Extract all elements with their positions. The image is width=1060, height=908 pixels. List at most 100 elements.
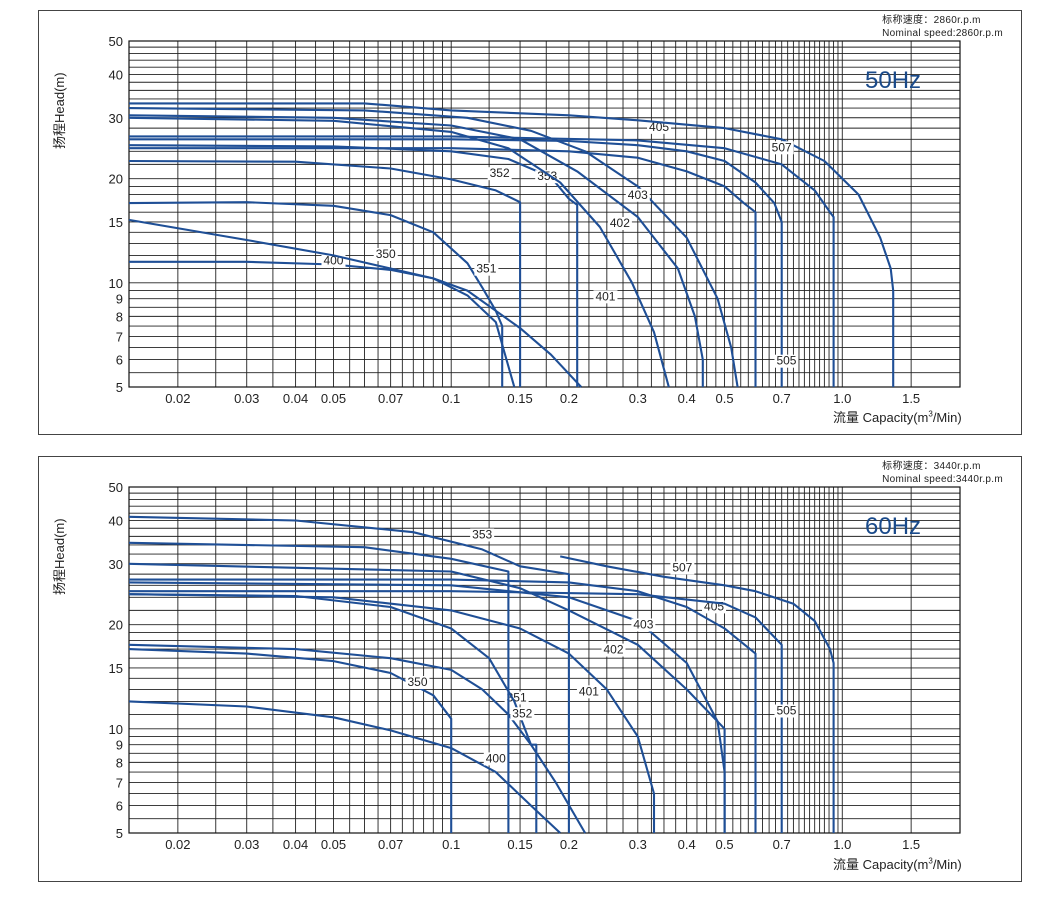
x-tick-label-50hz: 0.03: [234, 391, 259, 406]
series-label-60hz-400: 400: [486, 751, 506, 765]
series-label-bg-50hz-353: [535, 170, 560, 184]
series-line-60hz-352: [128, 593, 538, 833]
series-label-60hz-401: 401: [579, 684, 599, 698]
series-label-60hz-350: 350: [407, 675, 427, 689]
series-label-bg-60hz-401: [576, 685, 601, 699]
series-label-60hz-353: 353: [472, 527, 492, 541]
y-tick-label-50hz: 8: [116, 309, 123, 324]
series-label-bg-60hz-402: [601, 643, 626, 657]
series-label-bg-60hz-403: [631, 618, 656, 632]
series-line-50hz-507: [129, 102, 895, 387]
frequency-badge-50hz: 50Hz: [865, 67, 922, 94]
x-axis-label-tail-50hz: /Min): [932, 410, 962, 425]
y-axis-label-50hz: 扬程Head(m): [52, 72, 67, 149]
x-tick-label-50hz: 0.3: [629, 391, 647, 406]
x-tick-label-50hz: 0.2: [560, 391, 578, 406]
y-tick-label-60hz: 5: [116, 826, 123, 841]
series-label-bg-60hz-352: [510, 707, 535, 721]
series-label-bg-60hz-400: [483, 752, 508, 766]
plot-frame-50hz: [128, 40, 961, 388]
series-line-50hz-405: [129, 147, 757, 387]
series-line-50hz-352: [128, 159, 522, 387]
series-line-50hz-403: [128, 107, 739, 388]
y-tick-label-50hz: 6: [116, 353, 123, 368]
x-tick-label-50hz: 1.5: [902, 391, 920, 406]
x-tick-label-50hz: 0.1: [442, 391, 460, 406]
series-label-50hz-507: 507: [772, 140, 792, 154]
series-line-50hz-402: [128, 114, 704, 387]
y-tick-label-60hz: 9: [116, 738, 123, 753]
y-tick-label-60hz: 40: [109, 514, 123, 529]
series-label-60hz-505: 505: [776, 704, 796, 718]
x-tick-label-60hz: 0.07: [378, 837, 403, 852]
x-tick-label-60hz: 0.2: [560, 837, 578, 852]
x-axis-label-tail-60hz: /Min): [932, 857, 962, 872]
x-axis-label-main-60hz: 流量 Capacity(m: [833, 857, 929, 872]
series-label-bg-50hz-401: [593, 290, 618, 304]
series-label-60hz-352: 352: [512, 706, 532, 720]
series-label-bg-60hz-353: [470, 528, 495, 542]
series-label-50hz-505: 505: [776, 354, 796, 368]
y-tick-label-50hz: 7: [116, 329, 123, 344]
x-tick-label-60hz: 0.03: [234, 837, 259, 852]
x-tick-label-60hz: 0.04: [283, 837, 308, 852]
series-line-60hz-402: [128, 541, 510, 833]
series-label-bg-50hz-505: [774, 354, 799, 368]
speed-cn-50hz: 标称速度：2860r.p.m: [882, 15, 981, 26]
series-line-50hz-unlabeled-10: [129, 135, 835, 387]
series-label-60hz-351: 351: [507, 690, 527, 704]
y-tick-label-50hz: 40: [109, 68, 123, 83]
series-label-60hz-403: 403: [633, 617, 653, 631]
series-line-60hz-403: [128, 581, 726, 833]
x-tick-label-60hz: 1.0: [833, 837, 851, 852]
series-line-60hz-405: [129, 578, 757, 833]
series-label-50hz-350: 350: [376, 247, 396, 261]
x-tick-label-60hz: 0.4: [678, 837, 696, 852]
series-line-60hz-unlabeled-7: [128, 562, 726, 833]
series-label-bg-50hz-402: [607, 217, 632, 231]
speed-note-50hz: 标称速度：2860r.p.m Nominal speed:2860r.p.m: [882, 14, 1003, 40]
chart-50hz-svg: 0.02 0.03 0.04 0.05 0.07 0.1 0.15 0.2 0.3 0.4 0.5 0…: [109, 34, 961, 406]
series-label-50hz-403: 403: [628, 188, 648, 202]
series-label-bg-60hz-507: [670, 561, 695, 575]
series-label-bg-50hz-403: [625, 188, 650, 202]
frequency-badge-60hz: 60Hz: [865, 513, 922, 540]
x-axis-label-sup-60hz: 3: [928, 856, 933, 866]
x-tick-label-50hz: 0.5: [716, 391, 734, 406]
x-tick-label-50hz: 1.0: [833, 391, 851, 406]
series-label-bg-50hz-352: [487, 167, 512, 181]
x-tick-label-50hz: 0.4: [678, 391, 696, 406]
y-tick-label-60hz: 8: [116, 755, 123, 770]
series-label-bg-60hz-505: [774, 704, 799, 718]
chart-panel-50hz: 0.02 0.03 0.04 0.05 0.07 0.1 0.15 0.2 0.3 0.4 0.5 0…: [38, 10, 1022, 435]
speed-en-50hz: Nominal speed:2860r.p.m: [882, 28, 1003, 39]
speed-cn-60hz: 标称速度：3440r.p.m: [882, 461, 981, 472]
speed-en-60hz: Nominal speed:3440r.p.m: [882, 474, 1003, 485]
series-line-60hz-351: [128, 643, 587, 834]
series-label-bg-50hz-351: [474, 262, 499, 276]
chart-panel-60hz: 0.02 0.03 0.04 0.05 0.07 0.1 0.15 0.2 0.3 0.4 0.5 0…: [38, 456, 1022, 882]
x-tick-label-50hz: 0.05: [321, 391, 346, 406]
grid-50hz: [128, 40, 961, 388]
chart-60hz-svg: 0.02 0.03 0.04 0.05 0.07 0.1 0.15 0.2 0.3 0.4 0.5 0…: [109, 480, 961, 852]
x-tick-label-50hz: 0.04: [283, 391, 308, 406]
series-label-bg-50hz-350: [373, 247, 398, 261]
y-tick-label-60hz: 10: [109, 722, 123, 737]
series-label-50hz-352: 352: [490, 166, 510, 180]
series-line-60hz-507: [559, 555, 835, 833]
series-label-50hz-353: 353: [537, 169, 557, 183]
x-tick-label-50hz: 0.15: [507, 391, 532, 406]
series-line-50hz-505: [129, 138, 783, 387]
y-tick-label-50hz: 50: [109, 34, 123, 49]
y-tick-label-50hz: 9: [116, 292, 123, 307]
x-tick-label-50hz: 0.7: [773, 391, 791, 406]
series-label-bg-50hz-405: [647, 120, 672, 134]
series-line-50hz-351: [128, 201, 504, 387]
y-tick-label-50hz: 10: [109, 276, 123, 291]
x-tick-label-50hz: 0.07: [378, 391, 403, 406]
y-tick-label-60hz: 6: [116, 799, 123, 814]
x-tick-label-60hz: 1.5: [902, 837, 920, 852]
y-tick-label-60hz: 20: [109, 618, 123, 633]
x-axis-label-60hz: 流量 Capacity(m3/Min): [833, 854, 962, 873]
series-line-50hz-401: [128, 116, 670, 388]
